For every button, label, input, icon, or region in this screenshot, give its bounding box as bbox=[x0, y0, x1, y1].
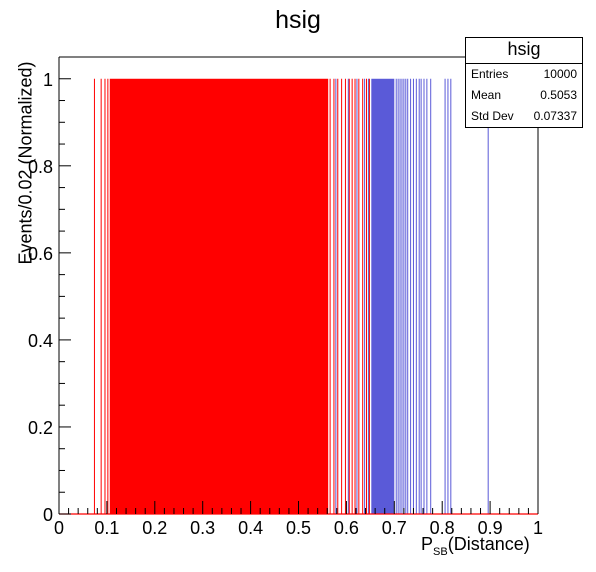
stats-key: Entries bbox=[471, 64, 508, 85]
stats-key: Std Dev bbox=[471, 106, 514, 127]
stats-value: 10000 bbox=[544, 64, 577, 85]
x-tick-label: 1 bbox=[533, 518, 543, 538]
stats-box: hsig Entries 10000 Mean 0.5053 Std Dev 0… bbox=[465, 37, 583, 128]
y-tick-label: 1 bbox=[43, 70, 53, 90]
x-tick-label: 0.7 bbox=[382, 518, 407, 538]
y-axis-label: Events/0.02 (Normalized) bbox=[16, 61, 37, 264]
x-tick-label: 0.3 bbox=[190, 518, 215, 538]
x-axis-label: PSB(Distance) bbox=[421, 534, 530, 555]
x-tick-label: 0.4 bbox=[238, 518, 263, 538]
stats-title: hsig bbox=[466, 38, 582, 64]
y-tick-label: 0 bbox=[43, 505, 53, 525]
stats-row-mean: Mean 0.5053 bbox=[466, 85, 582, 106]
y-tick-label: 0.4 bbox=[28, 331, 53, 351]
stats-row-entries: Entries 10000 bbox=[466, 64, 582, 85]
chart-title: hsig bbox=[0, 6, 596, 35]
x-tick-label: 0.5 bbox=[286, 518, 311, 538]
stats-row-std-dev: Std Dev 0.07337 bbox=[466, 106, 582, 127]
signal-bar-block bbox=[110, 79, 328, 514]
stats-value: 0.5053 bbox=[540, 85, 577, 106]
x-axis-label-main: P bbox=[421, 534, 433, 554]
x-tick-label: 0 bbox=[54, 518, 64, 538]
x-axis-label-subscript: SB bbox=[433, 546, 448, 558]
background-bar-block bbox=[371, 79, 394, 514]
y-tick-label: 0.2 bbox=[28, 418, 53, 438]
x-tick-label: 0.1 bbox=[94, 518, 119, 538]
stats-key: Mean bbox=[471, 85, 501, 106]
stats-value: 0.07337 bbox=[534, 106, 577, 127]
x-tick-label: 0.6 bbox=[334, 518, 359, 538]
x-tick-label: 0.2 bbox=[142, 518, 167, 538]
x-axis-label-tail: (Distance) bbox=[448, 534, 530, 554]
